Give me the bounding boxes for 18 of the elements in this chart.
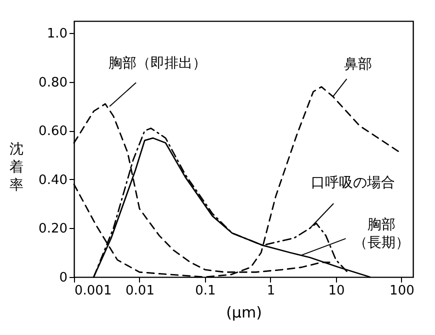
annotation: 胸部（長期） [354, 217, 410, 252]
y-tick-label: 0 [59, 270, 68, 286]
annotation: 鼻部 [344, 56, 372, 73]
x-tick-label: 10 [328, 284, 345, 298]
y-tick-label: 0.60 [38, 124, 68, 140]
annotation: 口呼吸の場合 [310, 175, 395, 192]
x-axis-title: (μm) [226, 304, 262, 322]
x-tick-label: 0.01 [126, 284, 154, 298]
y-tick-label: 1.0 [46, 26, 68, 42]
x-tick-label: 1 [266, 284, 276, 298]
x-tick-label: 0.001 [74, 284, 112, 298]
y-tick-label: 0.80 [38, 75, 68, 90]
x-tick-label: 0.1 [195, 284, 216, 298]
x-tick-label: 100 [390, 284, 414, 298]
annotation: 胸部（即排出） [108, 55, 207, 72]
y-tick-label: 0.20 [38, 222, 68, 237]
y-axis-title: 沈着率 [10, 142, 24, 194]
y-tick-label: 0.40 [38, 172, 68, 188]
